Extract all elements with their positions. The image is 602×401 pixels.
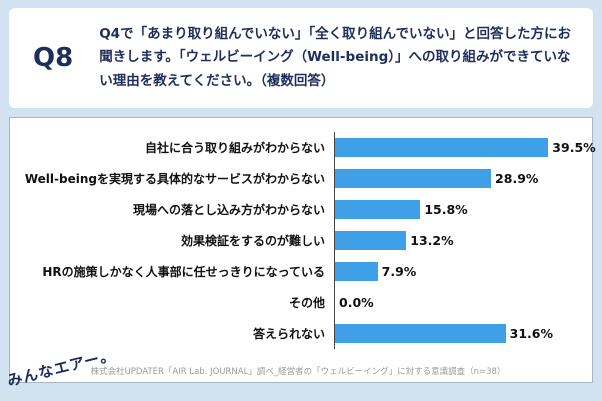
value-label: 31.6% <box>509 326 553 341</box>
bar-area: 0.0% <box>334 287 578 318</box>
chart-rows: 自社に合う取り組みがわからない 39.5% Well-beingを実現する具体的なサ… <box>16 132 596 349</box>
chart-row: HRの施策しかなく人事部に任せっきりになっている 7.9% <box>16 256 578 287</box>
category-label: 現場への落とし込み方がわからない <box>132 203 325 217</box>
value-label: 28.9% <box>495 171 539 186</box>
chart-row: 自社に合う取り組みがわからない 39.5% <box>16 132 596 163</box>
chart-row: Well-beingを実現する具体的なサービスがわからない 28.9% <box>16 163 578 194</box>
category-label: Well-beingを実現する具体的なサービスがわからない <box>24 172 325 186</box>
value-label: 7.9% <box>381 264 417 279</box>
bar <box>335 138 549 157</box>
bar-area: 13.2% <box>334 225 578 256</box>
value-label: 39.5% <box>552 140 596 155</box>
value-label: 13.2% <box>410 233 454 248</box>
value-label: 0.0% <box>339 295 374 310</box>
question-text: Q4で「あまり取り組んでいない」「全く取り組んでいない」と回答した方にお聞きしま… <box>99 25 571 89</box>
bar-area: 39.5% <box>334 132 596 163</box>
bar-area: 31.6% <box>334 318 578 349</box>
bar <box>335 231 407 250</box>
category-label: その他 <box>288 296 325 310</box>
bar <box>335 200 421 219</box>
bar-chart-panel: 自社に合う取り組みがわからない 39.5% Well-beingを実現する具体的なサ… <box>9 117 596 383</box>
question-number: Q8 <box>33 43 74 73</box>
source-note: 株式会社UPDATER「AIR Lab. JOURNAL」調べ_経営者の「ウェル… <box>90 367 506 377</box>
category-label: HRの施策しかなく人事部に任せっきりになっている <box>42 265 325 279</box>
bar-area: 15.8% <box>334 194 578 225</box>
category-label: 効果検証をするのが難しい <box>180 234 325 248</box>
chart-row: 効果検証をするのが難しい 13.2% <box>16 225 578 256</box>
question-header: Q8 Q4で「あまり取り組んでいない」「全く取り組んでいない」と回答した方にお聞… <box>9 8 593 108</box>
category-label: 自社に合う取り組みがわからない <box>144 141 325 155</box>
chart-row: その他 0.0% <box>16 287 578 318</box>
bar-area: 7.9% <box>334 256 578 287</box>
chart-row: 現場への落とし込み方がわからない 15.8% <box>16 194 578 225</box>
chart-row: 答えられない 31.6% <box>16 318 578 349</box>
bar-area: 28.9% <box>334 163 578 194</box>
bar <box>335 262 378 281</box>
bar <box>335 324 506 343</box>
category-label: 答えられない <box>252 327 325 341</box>
bar <box>335 169 492 188</box>
value-label: 15.8% <box>424 202 468 217</box>
